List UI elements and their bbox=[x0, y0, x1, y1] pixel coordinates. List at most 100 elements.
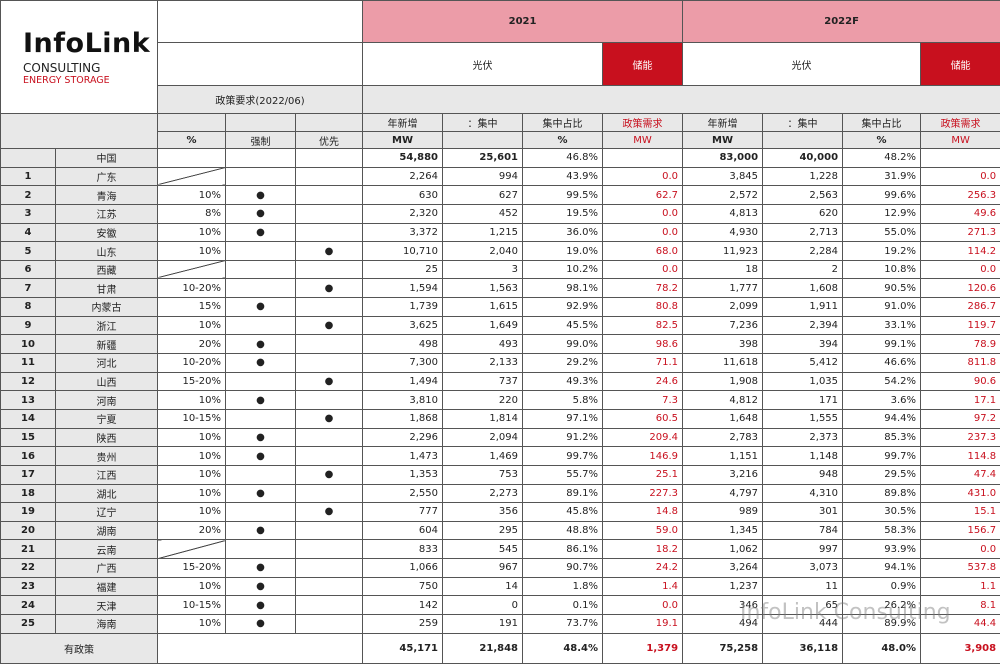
value-cell: 99.1% bbox=[842, 334, 922, 355]
value-cell bbox=[602, 148, 684, 168]
value-cell: 78.2 bbox=[602, 278, 684, 299]
policy-pct: 10% bbox=[157, 185, 227, 205]
row-number: 13 bbox=[0, 390, 56, 410]
row: 8 内蒙古 15% ● 1,739 1,615 92.9% 80.8 2,099 1,911 91.… bbox=[0, 297, 1000, 317]
total-value: 75,258 bbox=[682, 632, 764, 664]
value-cell: 431.0 bbox=[920, 483, 1000, 504]
value-cell: 2,264 bbox=[362, 166, 444, 187]
value-cell: 2,040 bbox=[442, 241, 524, 261]
province: 江西 bbox=[54, 464, 159, 485]
col-header: ：集中 bbox=[762, 113, 844, 132]
priority-mark bbox=[295, 576, 364, 597]
value-cell: 3,372 bbox=[362, 222, 444, 243]
value-cell: 40,000 bbox=[762, 148, 844, 168]
value-cell: 119.7 bbox=[920, 315, 1000, 336]
row-number: 21 bbox=[0, 539, 56, 560]
policy-pct: 10% bbox=[157, 576, 227, 597]
value-cell: 630 bbox=[362, 185, 444, 205]
value-cell: 2,563 bbox=[762, 185, 844, 205]
group-header: 储能 bbox=[920, 42, 1000, 86]
mandatory-mark: ● bbox=[225, 446, 297, 466]
priority-mark bbox=[295, 520, 364, 541]
value-cell: 54,880 bbox=[362, 148, 444, 168]
row-number: 23 bbox=[0, 576, 56, 597]
value-cell: 967 bbox=[442, 558, 524, 578]
col-header: 政策需求 bbox=[602, 113, 684, 132]
value-cell: 2,094 bbox=[442, 427, 524, 448]
col-header: 优先 bbox=[295, 131, 364, 149]
priority-mark: ● bbox=[295, 315, 364, 336]
value-cell: 60.5 bbox=[602, 408, 684, 429]
policy-pct bbox=[157, 539, 227, 560]
year-header: 2021 bbox=[362, 0, 684, 43]
value-cell: 1,911 bbox=[762, 297, 844, 317]
value-cell: 18.2 bbox=[602, 539, 684, 560]
province: 贵州 bbox=[54, 446, 159, 466]
province: 江苏 bbox=[54, 203, 159, 224]
policy-header: 政策要求(2022/06) bbox=[157, 85, 364, 114]
row-number: 19 bbox=[0, 502, 56, 522]
value-cell: 36.0% bbox=[522, 222, 604, 243]
value-cell: 97.2 bbox=[920, 408, 1000, 429]
blank-cell bbox=[762, 131, 844, 149]
value-cell: 5,412 bbox=[762, 353, 844, 373]
policy-pct: 10% bbox=[157, 502, 227, 522]
value-cell: 90.6 bbox=[920, 371, 1000, 392]
mandatory-mark bbox=[225, 539, 297, 560]
value-cell: 46.6% bbox=[842, 353, 922, 373]
value-cell: 47.4 bbox=[920, 464, 1000, 485]
year-header: 2022F bbox=[682, 0, 1000, 43]
policy-pct: 20% bbox=[157, 334, 227, 355]
priority-mark bbox=[295, 166, 364, 187]
group-header: 光伏 bbox=[362, 42, 604, 86]
value-cell: 493 bbox=[442, 334, 524, 355]
mandatory-mark bbox=[225, 259, 297, 280]
province: 福建 bbox=[54, 576, 159, 597]
value-cell: 171 bbox=[762, 390, 844, 410]
province: 西藏 bbox=[54, 259, 159, 280]
value-cell: 1,066 bbox=[362, 558, 444, 578]
policy-pct: 20% bbox=[157, 520, 227, 541]
mandatory-mark: ● bbox=[225, 483, 297, 504]
value-cell: 394 bbox=[762, 334, 844, 355]
value-cell: 784 bbox=[762, 520, 844, 541]
total-label: 有政策 bbox=[0, 632, 159, 664]
value-cell: 0.0 bbox=[602, 166, 684, 187]
priority-mark bbox=[295, 558, 364, 578]
row-number: 14 bbox=[0, 408, 56, 429]
value-cell: 4,930 bbox=[682, 222, 764, 243]
value-cell: 114.8 bbox=[920, 446, 1000, 466]
policy-pct: 10% bbox=[157, 614, 227, 634]
col-header: 集中占比 bbox=[522, 113, 604, 132]
value-cell: 3,073 bbox=[762, 558, 844, 578]
value-cell: 48.2% bbox=[842, 148, 922, 168]
value-cell: 271.3 bbox=[920, 222, 1000, 243]
value-cell: 46.8% bbox=[522, 148, 604, 168]
value-cell: 3,845 bbox=[682, 166, 764, 187]
value-cell: 3,810 bbox=[362, 390, 444, 410]
province: 湖南 bbox=[54, 520, 159, 541]
priority-mark bbox=[295, 483, 364, 504]
policy-pct: 15-20% bbox=[157, 558, 227, 578]
value-cell: 156.7 bbox=[920, 520, 1000, 541]
value-cell: 0.0 bbox=[920, 539, 1000, 560]
value-cell: 19.1 bbox=[602, 614, 684, 634]
priority-mark: ● bbox=[295, 278, 364, 299]
priority-mark bbox=[295, 614, 364, 634]
value-cell: 25.1 bbox=[602, 464, 684, 485]
value-cell: 7.3 bbox=[602, 390, 684, 410]
row-number: 4 bbox=[0, 222, 56, 243]
mandatory-mark: ● bbox=[225, 427, 297, 448]
priority-mark bbox=[295, 446, 364, 466]
row-number: 18 bbox=[0, 483, 56, 504]
province: 广西 bbox=[54, 558, 159, 578]
value-cell: 120.6 bbox=[920, 278, 1000, 299]
row: 5 山东 10% ● 10,710 2,040 19.0% 68.0 11,923 2,284 19… bbox=[0, 241, 1000, 261]
value-cell: 4,310 bbox=[762, 483, 844, 504]
province: 河北 bbox=[54, 353, 159, 373]
row: 15 陕西 10% ● 2,296 2,094 91.2% 209.4 2,783 2,373 85… bbox=[0, 427, 1000, 448]
mandatory-mark bbox=[225, 464, 297, 485]
value-cell: 1,608 bbox=[762, 278, 844, 299]
row-number: 10 bbox=[0, 334, 56, 355]
